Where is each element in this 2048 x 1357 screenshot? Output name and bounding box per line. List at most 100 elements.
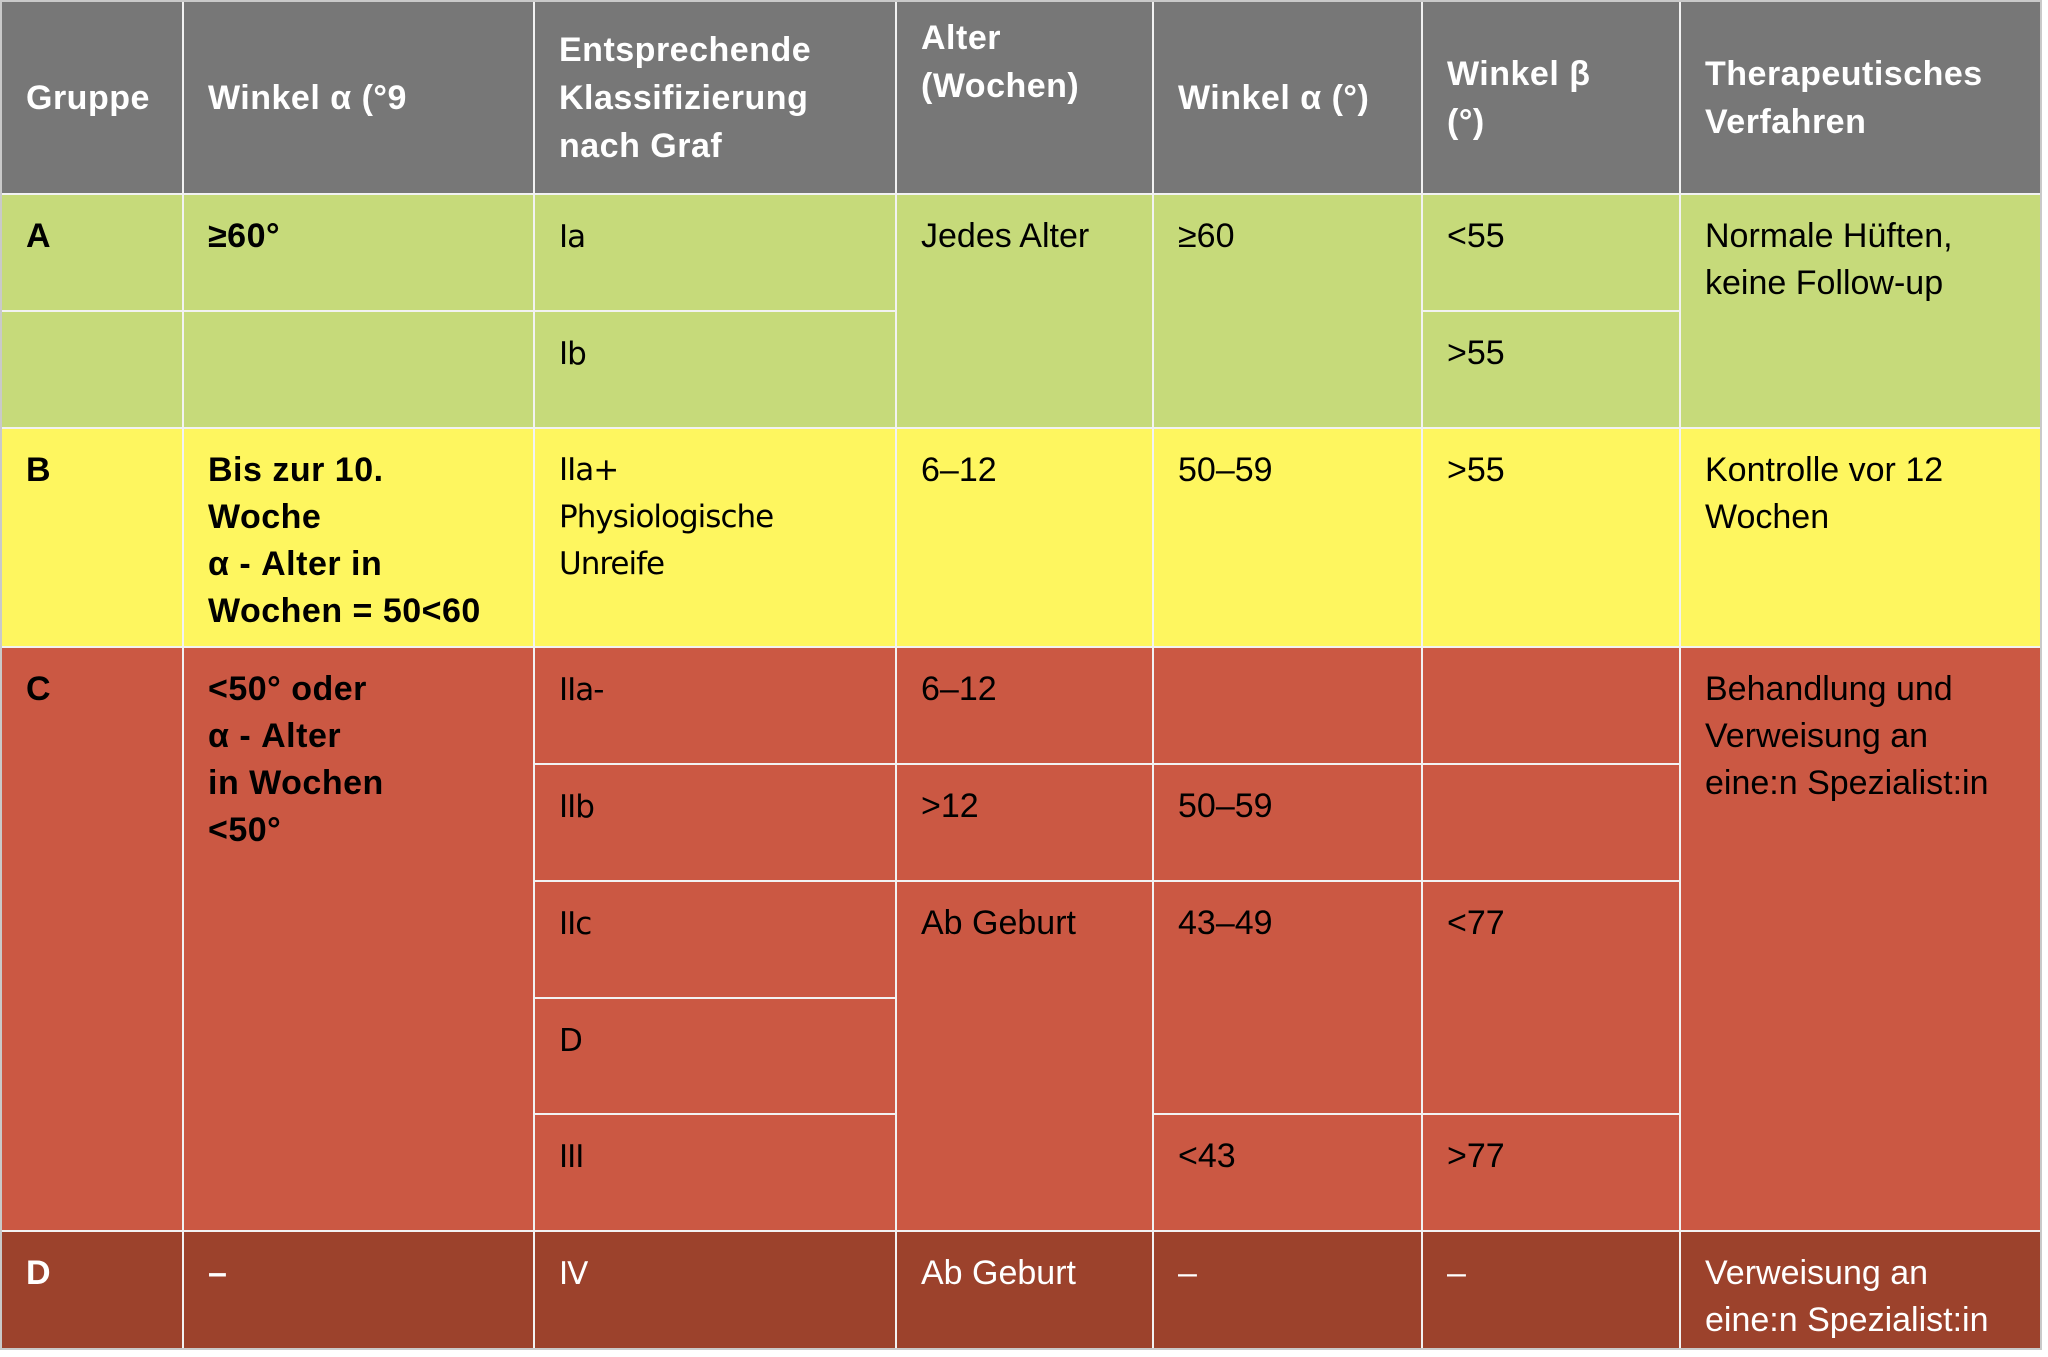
group-d-alpha: – [1152, 1230, 1423, 1350]
group-c-alter-1-value: 6–12 [921, 670, 997, 708]
group-a-winkel: ≥60° [182, 193, 535, 312]
header-winkel-beta: Winkel β (°) [1421, 0, 1681, 195]
group-a-alpha: ≥60 [1152, 193, 1423, 429]
group-c-beta-5-value: >77 [1447, 1137, 1505, 1175]
group-c-class-iib: IIb [533, 763, 897, 882]
group-d-winkel: – [182, 1230, 535, 1350]
group-c-winkel-line-4: <50° [208, 811, 282, 849]
group-c-therapie-line-1: Behandlung und [1705, 670, 1953, 708]
group-b-label: B [0, 427, 184, 648]
group-a-alter: Jedes Alter [895, 193, 1154, 429]
group-b-beta: >55 [1421, 427, 1681, 648]
group-d-alter-value: Ab Geburt [921, 1254, 1076, 1292]
group-b-therapie: Kontrolle vor 12 Wochen [1679, 427, 2042, 648]
group-c-beta-3: <77 [1421, 880, 1681, 1115]
group-c-class-d: D [533, 997, 897, 1115]
group-d-gruppe: D [26, 1254, 52, 1292]
group-c-winkel-line-3: in Wochen [208, 764, 384, 802]
group-b-winkel: Bis zur 10. Woche α - Alter in Wochen = … [182, 427, 535, 648]
group-d-alter: Ab Geburt [895, 1230, 1154, 1350]
group-c-class-iii: III [533, 1113, 897, 1232]
group-b-beta-value: >55 [1447, 451, 1505, 489]
group-a-beta-1: <55 [1421, 193, 1681, 312]
group-c-class-iic: IIc [533, 880, 897, 999]
group-c-class-d-value: D [559, 1023, 583, 1059]
group-a-therapie: Normale Hüften, keine Follow-up [1679, 193, 2042, 429]
group-a-class-ia: Ia [533, 193, 897, 312]
group-c-alpha-3-value: 43–49 [1178, 904, 1273, 942]
group-c-class-iic-value: IIc [559, 906, 592, 942]
group-c-alpha-5: <43 [1152, 1113, 1423, 1232]
header-klassifizierung-line-1: Entsprechende [559, 30, 812, 69]
group-c-therapie: Behandlung und Verweisung an eine:n Spez… [1679, 646, 2042, 1232]
group-b-therapie-line-2: Wochen [1705, 498, 1830, 536]
group-a-gruppe: A [26, 217, 52, 255]
group-c-alter-2-value: >12 [921, 787, 979, 825]
group-c-gruppe: C [26, 670, 52, 708]
group-a-therapie-line-1: Normale Hüften, [1705, 217, 1953, 255]
header-gruppe-label: Gruppe [26, 78, 150, 117]
group-c-label: C [0, 646, 184, 1232]
header-winkel-beta-line-1: Winkel β [1447, 54, 1591, 93]
group-c-beta-2 [1421, 763, 1681, 882]
group-b-class-line-1: IIa+ [559, 452, 619, 488]
group-b-winkel-line-4: Wochen = 50<60 [208, 592, 481, 630]
group-c-beta-3-value: <77 [1447, 904, 1505, 942]
header-winkel-alpha-label: Winkel α (°) [1178, 78, 1370, 117]
group-b-alter: 6–12 [895, 427, 1154, 648]
header-alter: Alter (Wochen) [895, 0, 1154, 195]
group-a-class-ib: Ib [533, 310, 897, 429]
group-d-alpha-value: – [1178, 1254, 1197, 1292]
header-winkel-beta-line-2: (°) [1447, 102, 1485, 141]
group-d-label: D [0, 1230, 184, 1350]
group-b-class-line-3: Unreife [559, 546, 665, 582]
group-a-beta-1-value: <55 [1447, 217, 1505, 255]
group-a-class-ib-value: Ib [559, 336, 587, 372]
group-a-empty-winkel [182, 310, 535, 429]
header-winkel-alpha: Winkel α (°) [1152, 0, 1423, 195]
header-alter-line-1: Alter [921, 19, 1001, 57]
group-c-class-iii-value: III [559, 1139, 584, 1175]
group-a-alpha-value: ≥60 [1178, 217, 1235, 255]
header-winkel-alpha-group: Winkel α (°9 [182, 0, 535, 195]
group-c-alpha-2-value: 50–59 [1178, 787, 1273, 825]
group-d-therapie-line-1: Verweisung an [1705, 1254, 1929, 1292]
group-d-beta: – [1421, 1230, 1681, 1350]
group-c-winkel: <50° oder α - Alter in Wochen <50° [182, 646, 535, 1232]
header-therapie-line-1: Therapeutisches [1705, 54, 1983, 93]
group-b-class-line-2: Physiologische [559, 499, 774, 535]
group-c-class-iib-value: IIb [559, 789, 595, 825]
group-b-therapie-line-1: Kontrolle vor 12 [1705, 451, 1944, 489]
header-therapie-line-2: Verfahren [1705, 102, 1867, 141]
group-a-empty-gruppe [0, 310, 184, 429]
group-c-beta-5: >77 [1421, 1113, 1681, 1232]
group-b-winkel-line-3: α - Alter in [208, 545, 383, 583]
group-b-class: IIa+ Physiologische Unreife [533, 427, 897, 648]
header-klassifizierung-line-3: nach Graf [559, 126, 723, 165]
group-b-winkel-line-2: Woche [208, 498, 322, 536]
header-klassifizierung-line-2: Klassifizierung [559, 78, 809, 117]
group-a-alter-value: Jedes Alter [921, 217, 1090, 255]
header-gruppe: Gruppe [0, 0, 184, 195]
group-c-alpha-1 [1152, 646, 1423, 765]
group-d-winkel-value: – [208, 1254, 228, 1292]
group-c-class-iia-minus: IIa- [533, 646, 897, 765]
group-c-therapie-line-3: eine:n Spezialist:in [1705, 764, 1989, 802]
group-c-therapie-line-2: Verweisung an [1705, 717, 1929, 755]
group-b-alter-value: 6–12 [921, 451, 997, 489]
header-klassifizierung: Entsprechende Klassifizierung nach Graf [533, 0, 897, 195]
group-a-winkel-value: ≥60° [208, 217, 281, 255]
header-alter-line-2: (Wochen) [921, 67, 1080, 105]
header-therapie: Therapeutisches Verfahren [1679, 0, 2042, 195]
group-d-class-value: IV [559, 1256, 588, 1292]
group-c-alter-2: >12 [895, 763, 1154, 882]
group-c-alter-3-value: Ab Geburt [921, 904, 1076, 942]
group-c-alpha-3: 43–49 [1152, 880, 1423, 1115]
group-b-gruppe: B [26, 451, 52, 489]
group-d-class: IV [533, 1230, 897, 1350]
group-d-therapie-line-2: eine:n Spezialist:in [1705, 1301, 1989, 1339]
group-b-winkel-line-1: Bis zur 10. [208, 451, 384, 489]
group-a-class-ia-value: Ia [559, 219, 586, 255]
group-d-beta-value: – [1447, 1254, 1466, 1292]
